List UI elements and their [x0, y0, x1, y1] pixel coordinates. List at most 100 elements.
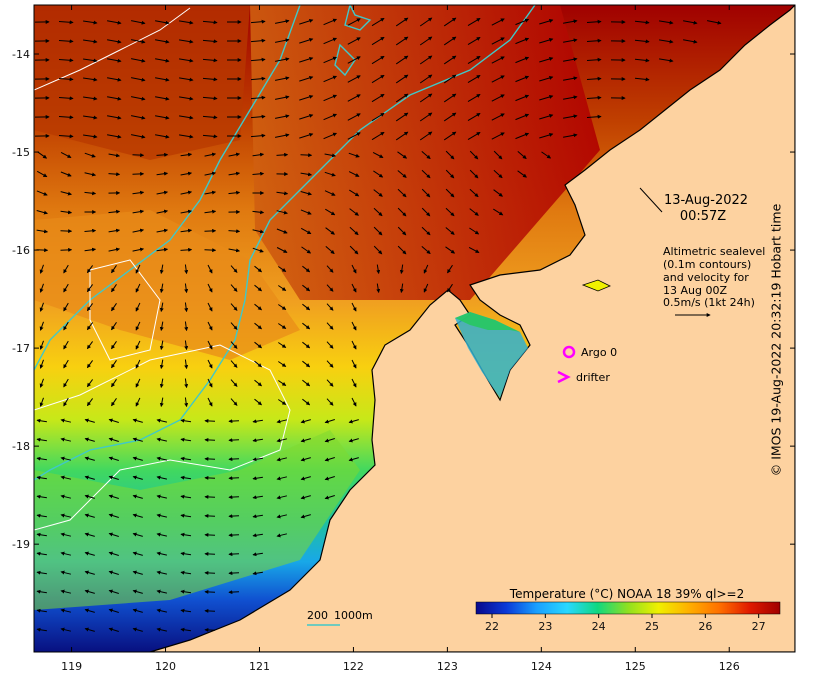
velocity-arrow — [228, 495, 240, 500]
velocity-arrow — [108, 418, 119, 423]
velocity-arrow — [467, 93, 481, 103]
velocity-arrow — [108, 456, 119, 461]
coastal-pond — [581, 279, 611, 292]
velocity-arrow — [421, 246, 431, 255]
velocity-arrow — [707, 20, 722, 25]
velocity-arrow — [155, 58, 170, 63]
velocity-arrow — [443, 93, 457, 103]
velocity-arrow — [563, 95, 578, 100]
velocity-arrow — [156, 228, 169, 233]
velocity-arrow — [156, 532, 168, 537]
velocity-arrow — [84, 513, 95, 518]
velocity-arrow — [254, 322, 263, 330]
velocity-arrow — [228, 229, 241, 234]
velocity-arrow — [156, 437, 168, 442]
velocity-arrow — [207, 378, 213, 388]
velocity-arrow — [634, 39, 650, 44]
velocity-arrow — [179, 39, 194, 44]
velocity-arrow — [108, 627, 119, 632]
offshore-warm-patch — [34, 5, 250, 160]
velocity-arrow — [60, 437, 72, 442]
velocity-arrow — [421, 151, 431, 160]
velocity-arrow — [132, 551, 143, 556]
colorbar-tick-label: 26 — [698, 620, 712, 633]
velocity-arrow — [371, 55, 385, 65]
velocity-arrow — [180, 171, 193, 176]
velocity-arrow — [299, 113, 314, 120]
velocity-arrow — [135, 283, 141, 293]
velocity-arrow — [132, 532, 143, 537]
altimetry-note: Altimetric sealevel (0.1m contours) and … — [663, 245, 765, 317]
velocity-arrow — [230, 265, 238, 273]
velocity-arrow — [131, 58, 146, 63]
velocity-arrow — [423, 283, 429, 293]
velocity-arrow — [155, 96, 170, 101]
velocity-arrow — [108, 494, 119, 499]
velocity-arrow — [159, 340, 164, 351]
velocity-arrow — [276, 457, 288, 462]
x-tick-label: 126 — [719, 660, 740, 673]
velocity-arrow — [275, 76, 290, 81]
velocity-arrow — [60, 627, 72, 632]
velocity-arrow — [207, 340, 213, 350]
y-tick-label: -17 — [12, 342, 30, 355]
velocity-arrow — [278, 323, 287, 329]
velocity-arrow — [39, 302, 44, 312]
velocity-arrow — [107, 96, 122, 101]
velocity-arrow — [302, 284, 311, 292]
velocity-arrow — [326, 398, 334, 406]
velocity-arrow — [180, 589, 192, 594]
velocity-arrow — [179, 58, 194, 63]
velocity-arrow — [371, 131, 385, 141]
velocity-arrow — [323, 18, 338, 26]
velocity-arrow — [155, 39, 170, 44]
velocity-arrow — [351, 283, 357, 293]
velocity-arrow — [159, 302, 164, 313]
velocity-arrow — [371, 17, 385, 27]
velocity-arrow — [491, 56, 505, 64]
velocity-arrow — [302, 341, 311, 349]
velocity-arrow — [254, 398, 263, 406]
date-pointer-line — [639, 187, 663, 213]
velocity-arrow — [323, 113, 338, 121]
velocity-arrow — [515, 94, 530, 102]
y-tick-label: -18 — [12, 440, 30, 453]
velocity-arrow — [111, 341, 117, 350]
velocity-arrow — [228, 571, 240, 576]
velocity-arrow — [156, 475, 168, 480]
velocity-arrow — [275, 114, 290, 119]
velocity-arrow — [300, 514, 311, 519]
velocity-arrow — [37, 151, 48, 159]
velocity-arrow — [58, 77, 74, 82]
velocity-arrow — [443, 74, 457, 84]
velocity-arrow — [184, 283, 189, 294]
velocity-arrow — [493, 150, 503, 160]
velocity-arrow — [659, 39, 674, 44]
velocity-arrow — [659, 20, 674, 25]
velocity-arrow — [230, 341, 238, 349]
velocity-arrow — [299, 37, 314, 44]
velocity-arrow — [419, 131, 433, 141]
velocity-arrow — [132, 608, 143, 613]
velocity-arrow — [228, 533, 240, 538]
velocity-arrow — [84, 589, 95, 594]
velocity-arrow — [376, 283, 381, 294]
velocity-arrow — [207, 283, 213, 293]
velocity-arrow — [86, 379, 94, 388]
velocity-arrow — [563, 114, 578, 119]
velocity-arrow — [324, 438, 335, 443]
velocity-arrow — [228, 248, 241, 253]
velocity-arrow — [323, 37, 338, 45]
velocity-arrow — [326, 284, 334, 292]
velocity-arrow — [83, 115, 98, 120]
velocity-arrow — [107, 20, 122, 25]
velocity-arrow — [278, 285, 287, 291]
altimetry-line-5: 0.5m/s (1kt 24h) — [663, 296, 755, 309]
velocity-arrow — [493, 208, 504, 216]
velocity-arrow — [156, 171, 169, 176]
velocity-arrow — [36, 532, 47, 537]
velocity-arrow — [299, 75, 314, 82]
velocity-arrow — [159, 321, 164, 332]
velocity-arrow — [36, 456, 47, 461]
velocity-arrow — [135, 264, 141, 274]
